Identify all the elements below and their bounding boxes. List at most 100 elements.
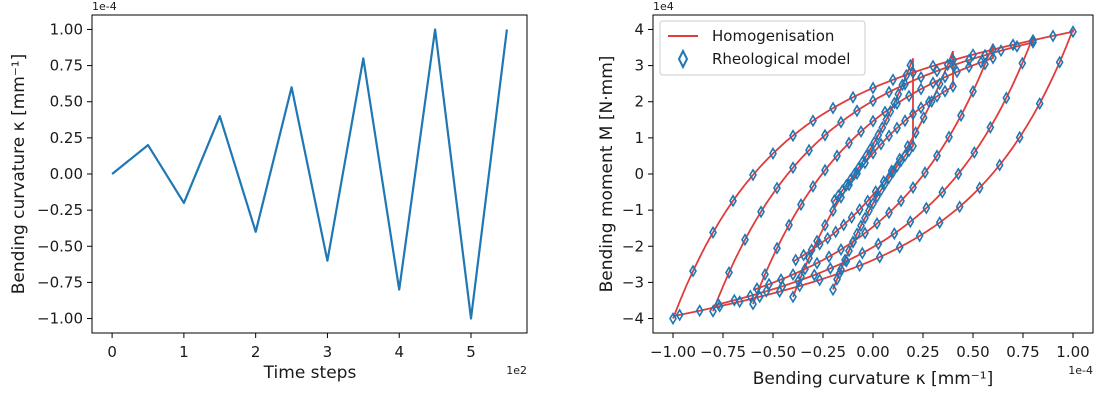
rheological-marker [874,237,883,251]
rheological-marker [917,101,925,115]
left-y-tick-label: 0.00 [50,165,83,183]
rheological-marker [855,259,864,273]
rheological-marker [801,262,809,276]
curvature-history-chart: 0 1 2 3 4 5 −1.00 −0.75 −0.50 −0.25 0.00 0.25 0.50 0… [9,0,528,383]
rheological-marker [893,97,901,111]
right-x-tick-label: −0.50 [750,343,796,361]
rheological-marker [858,246,867,260]
left-x-ticks: 0 1 2 3 4 5 [107,333,476,361]
left-x-tick-label: 0 [107,343,117,361]
rheological-marker [709,304,717,318]
left-y-tick-label: 0.25 [50,129,83,147]
rheological-marker [785,218,793,232]
rheological-marker [997,44,1005,58]
moment-curvature-chart: −1.00 −0.75 −0.50 −0.25 0.00 0.25 0.50 0.75 1.00… [597,0,1094,389]
left-plot-area [111,28,508,320]
rheological-marker [921,166,929,180]
left-x-axis-title: Time steps [263,363,357,383]
rheological-marker [749,297,757,311]
rheological-marker [849,235,857,249]
rheological-marker [877,137,885,151]
rheological-marker [769,146,777,161]
rheological-marker [901,77,909,91]
rheological-marker [675,308,684,322]
rheological-marker [1029,33,1037,47]
rheological-marker [878,120,887,135]
right-y-tick-label: −2 [622,237,644,255]
left-y-tick-label: −0.25 [37,201,83,219]
rheological-marker [809,114,817,128]
rheological-marker [761,267,769,281]
rheological-marker [977,55,985,69]
right-x-tick-label: 0.50 [956,343,989,361]
rheological-marker [725,265,733,280]
right-y-ticks: −4 −3 −2 −1 0 1 2 3 4 [622,20,653,328]
rheological-marker [839,218,848,232]
rheological-marker [941,70,949,84]
rheological-marker [989,51,997,65]
legend-box [659,20,866,76]
rheological-marker [986,120,995,134]
rheological-marker [903,139,912,153]
rheological-marker [895,240,904,254]
rheological-marker [975,181,984,195]
rheological-marker [826,261,835,275]
rheological-marker [829,101,837,115]
rheological-marker [833,149,841,163]
rheological-marker [789,129,797,143]
rheological-marker [938,185,947,199]
legend-homogenisation-label: Homogenisation [712,27,834,45]
rheological-marker [954,167,963,181]
rheological-marker [879,175,888,189]
rheological-marker [815,237,824,251]
rheological-marker [970,145,979,160]
right-y-tick-label: −1 [622,201,644,219]
rheological-marker [789,290,797,304]
rheological-marker [898,78,907,92]
homogenisation-loop [672,29,1074,319]
rheological-marker [965,53,973,67]
left-y-tick-label: 1.00 [50,20,83,38]
left-x-offset-label: 1e2 [506,364,527,377]
rheological-marker [809,179,817,193]
left-x-tick-label: 1 [179,343,189,361]
rheological-marker [949,79,957,93]
left-y-tick-label: 0.75 [50,57,83,75]
rheological-marker [863,194,872,208]
rheological-marker [922,201,931,215]
rheological-marker [709,225,717,239]
rheological-marker [847,210,856,225]
legend-rheological-label: Rheological model [712,50,850,68]
left-x-tick-label: 4 [394,343,404,361]
rheological-marker [715,299,724,313]
rheological-marker [871,185,880,199]
rheological-marker [799,248,808,262]
rheological-marker [933,89,941,103]
rheological-marker [865,204,873,218]
rheological-marker [845,136,853,150]
rheological-marker [906,215,915,229]
rheological-marker [773,241,781,255]
rheological-marker [965,60,973,74]
rheological-marker [969,48,977,62]
rheological-marker [1018,56,1027,70]
left-x-tick-label: 5 [466,343,476,361]
rheological-marker [909,65,917,80]
right-x-tick-label: 0.25 [906,343,939,361]
right-x-tick-label: −1.00 [650,343,696,361]
rheological-marker [805,251,813,265]
left-y-tick-label: −0.50 [37,237,83,255]
rheological-marker [927,94,936,109]
rheological-marker [909,181,917,195]
rheological-marker [729,194,737,208]
rheological-marker [689,264,697,278]
rheological-marker [791,253,800,267]
rheological-marker [807,243,816,257]
homogenisation-loop [752,43,994,305]
rheological-marker [831,225,840,239]
left-x-tick-label: 3 [323,343,333,361]
rheological-marker [955,200,964,214]
rheological-marker [1013,39,1021,53]
left-y-tick-label: −0.75 [37,273,83,291]
rheological-marker [989,43,997,57]
